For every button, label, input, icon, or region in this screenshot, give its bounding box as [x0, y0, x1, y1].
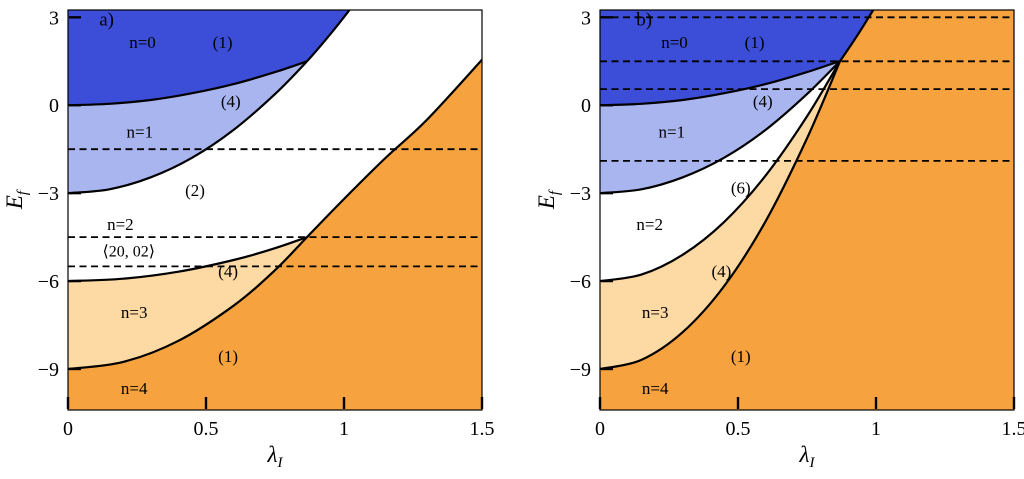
region-n0-dark-blue — [68, 10, 350, 106]
x-tick-label: 0.5 — [194, 418, 219, 440]
multiplicity-label: (4) — [221, 92, 241, 111]
panel-b-phase-diagram: 0 0.5 1 1.5 3 0 −3 −6 −9 Ef λI b) n=0 (1) n=1 (4) (6) n=2… — [534, 7, 1024, 471]
phase-boundary-curve — [68, 59, 482, 371]
x-tick-label: 1.5 — [470, 418, 495, 440]
y-tick-label: −6 — [38, 271, 59, 293]
x-tick-label: 1 — [871, 418, 881, 440]
plot-frame — [67, 9, 483, 411]
y-tick-label: −3 — [38, 183, 59, 205]
y-tick-label: −3 — [570, 183, 591, 205]
y-axis-label: Ef — [2, 189, 31, 210]
x-axis-label: λI — [799, 442, 816, 471]
y-axis-label: Ef — [534, 189, 563, 210]
phase-boundary-curve — [600, 60, 842, 371]
y-tick-label: −9 — [570, 359, 591, 381]
region-label: n=1 — [127, 123, 154, 142]
y-tick-label: 3 — [581, 7, 591, 29]
y-tick-label: 0 — [49, 95, 59, 117]
region-label: n=4 — [121, 379, 148, 398]
panel-a-phase-diagram: 0 0.5 1 1.5 3 0 −3 −6 −9 Ef λI a) n=0 (1) n=1 (4) (2) n=2… — [2, 7, 495, 471]
multiplicity-label: (1) — [731, 347, 751, 366]
x-tick-label: 0.5 — [726, 418, 751, 440]
y-tick-label: 0 — [581, 95, 591, 117]
y-tick-label: −6 — [570, 271, 591, 293]
x-tick-label: 0 — [595, 418, 605, 440]
x-tick-label: 0 — [63, 418, 73, 440]
multiplicity-label: (6) — [731, 178, 751, 197]
y-tick-label: 3 — [49, 7, 59, 29]
multiplicity-label: (1) — [745, 33, 765, 52]
x-tick-label: 1.5 — [1002, 418, 1024, 440]
region-n4-orange — [68, 59, 482, 410]
panel-letter: a) — [99, 9, 114, 30]
region-n3-light-orange — [68, 237, 307, 369]
multiplicity-label: (1) — [213, 33, 233, 52]
phase-boundary-curve — [68, 236, 308, 283]
region-label: n=1 — [659, 123, 686, 142]
region-label: n=3 — [642, 303, 669, 322]
panel-letter: b) — [636, 9, 652, 30]
phase-boundary-curve — [600, 60, 842, 283]
region-n2-white — [600, 61, 841, 282]
phase-boundary-curve — [839, 10, 875, 62]
multiplicity-label: (4) — [218, 262, 238, 281]
x-tick-label: 1 — [339, 418, 349, 440]
multiplicity-label: (1) — [218, 347, 238, 366]
region-n0-dark-blue — [600, 10, 874, 106]
multiplicity-label: (4) — [753, 92, 773, 111]
multiplicity-label: (2) — [185, 181, 205, 200]
region-label: n=0 — [129, 33, 156, 52]
region-label: n=4 — [642, 379, 669, 398]
region-n3-light-orange — [600, 61, 841, 369]
phase-boundary-curve — [68, 60, 308, 107]
region-n1-light-blue — [68, 61, 307, 194]
phase-boundary-curve — [68, 10, 351, 195]
multiplicity-label: (4) — [711, 262, 731, 281]
region-label: n=3 — [121, 303, 148, 322]
y-tick-label: −9 — [38, 359, 59, 381]
x-axis-label: λI — [267, 442, 284, 471]
crossing-label: ⟨20, 02⟩ — [102, 243, 154, 260]
region-label: n=0 — [661, 33, 688, 52]
region-label: n=2 — [107, 215, 134, 234]
phase-boundary-curve — [600, 60, 841, 195]
phase-boundary-curve — [600, 59, 841, 107]
region-label: n=2 — [636, 215, 663, 234]
plot-frame — [599, 9, 1015, 411]
